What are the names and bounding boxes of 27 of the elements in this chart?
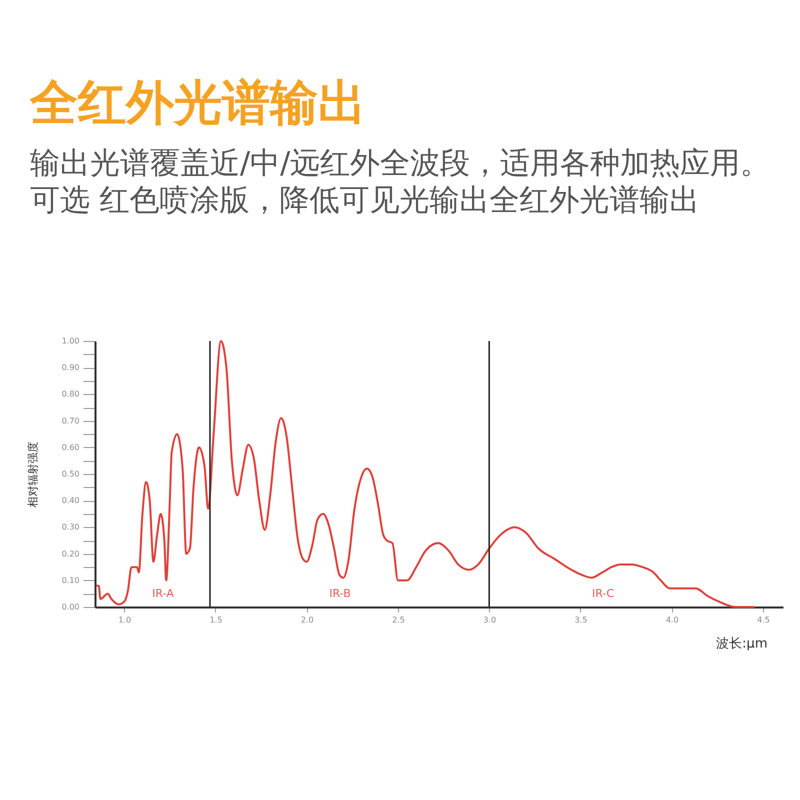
y-tick-label: 0.20 xyxy=(62,549,80,558)
y-axis-title: 相对辐射强度 xyxy=(26,442,40,508)
annotation: IR-C xyxy=(592,587,614,600)
x-tick-label: 1.5 xyxy=(210,616,222,624)
chart-subtitle: 输出光谱覆盖近/中/远红外全波段，适用各种加热应用。可选 红色喷涂版，降低可见光输出全红外光谱输出 xyxy=(30,146,770,218)
x-tick-label: 2.5 xyxy=(392,616,405,624)
x-tick-label: 3.5 xyxy=(574,616,588,624)
x-tick-label: 3.0 xyxy=(483,616,496,624)
y-tick-label: 1.00 xyxy=(62,336,80,346)
annotation: IR-B xyxy=(329,587,351,600)
y-tick-label: 0.40 xyxy=(62,496,80,506)
x-tick-label: 4.5 xyxy=(757,616,770,624)
annotation: IR-A xyxy=(152,587,174,600)
y-tick-label: 0.00 xyxy=(62,602,80,612)
y-tick-label: 0.50 xyxy=(62,470,80,478)
y-tick-label: 0.80 xyxy=(62,390,80,399)
line-series xyxy=(96,340,755,608)
x-tick-label: 2.0 xyxy=(300,616,314,624)
y-tick-label: 0.10 xyxy=(62,576,80,585)
y-tick-label: 0.30 xyxy=(62,522,80,532)
x-tick-label: 4.0 xyxy=(666,616,679,624)
x-tick-label: 1.0 xyxy=(118,616,132,624)
y-tick-label: 0.90 xyxy=(62,363,80,372)
y-tick-label: 0.60 xyxy=(62,442,80,452)
x-axis-title: 波长:μm xyxy=(716,636,768,652)
chart-title: 全红外光谱输出 xyxy=(29,75,366,131)
y-tick-label: 0.70 xyxy=(62,416,80,426)
